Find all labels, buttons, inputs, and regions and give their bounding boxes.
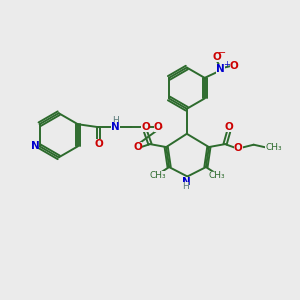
Text: O: O xyxy=(141,122,150,132)
Text: CH₃: CH₃ xyxy=(265,143,282,152)
Text: O: O xyxy=(154,122,162,132)
Text: N: N xyxy=(111,122,120,132)
Text: H: H xyxy=(182,182,189,191)
Text: O: O xyxy=(212,52,221,62)
Text: H: H xyxy=(112,116,119,125)
Text: N: N xyxy=(217,64,225,74)
Text: N: N xyxy=(31,141,40,151)
Text: O: O xyxy=(94,139,103,149)
Text: N: N xyxy=(182,176,190,187)
Text: O: O xyxy=(230,61,239,71)
Text: O: O xyxy=(224,122,233,132)
Text: O: O xyxy=(133,142,142,152)
Text: CH₃: CH₃ xyxy=(209,171,225,180)
Text: −: − xyxy=(218,48,226,58)
Text: +: + xyxy=(223,60,230,69)
Text: CH₃: CH₃ xyxy=(150,171,166,180)
Text: O: O xyxy=(234,142,243,153)
